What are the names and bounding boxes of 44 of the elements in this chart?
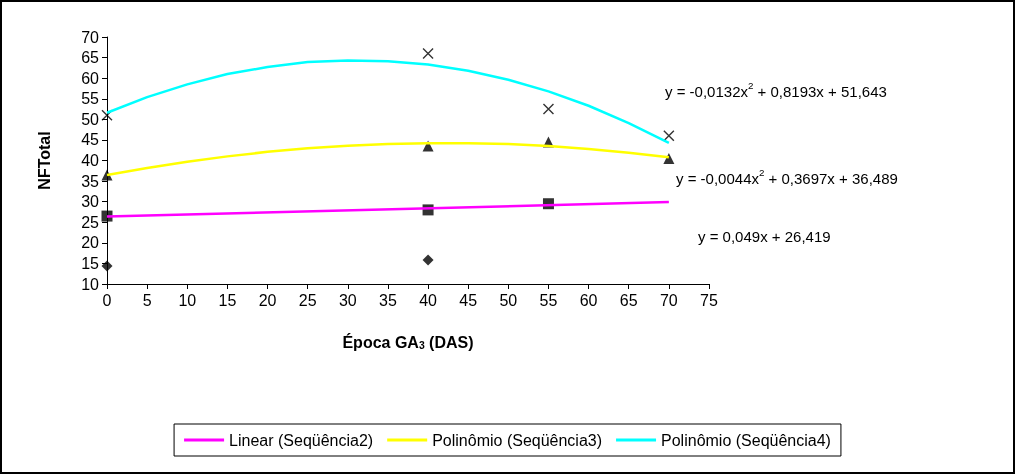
y-tick-label: 15 bbox=[81, 254, 100, 272]
y-tick-label: 55 bbox=[81, 90, 100, 108]
annotation: y = 0,049x + 26,419 bbox=[698, 228, 831, 245]
line-series bbox=[105, 59, 671, 145]
y-tick-label: 25 bbox=[81, 213, 100, 231]
x-tick-label: 40 bbox=[419, 291, 438, 309]
y-tick-label: 70 bbox=[81, 28, 100, 46]
x-tick-label: 75 bbox=[700, 291, 718, 309]
point bbox=[663, 152, 675, 164]
point bbox=[542, 103, 555, 115]
x-tick-label: 60 bbox=[579, 291, 598, 309]
x-tick-label: 50 bbox=[499, 291, 518, 309]
y-tick-label: 50 bbox=[81, 110, 100, 128]
x-tick-label: 30 bbox=[338, 291, 357, 309]
x-tick-label: 45 bbox=[459, 291, 478, 309]
y-tick-label: 10 bbox=[81, 275, 100, 293]
x-tick-label: 10 bbox=[178, 291, 197, 309]
y-tick-label: 40 bbox=[81, 152, 100, 169]
y-tick-label: 30 bbox=[81, 193, 100, 211]
x-tick-label: 0 bbox=[102, 291, 112, 309]
x-tick-label: 35 bbox=[379, 291, 397, 309]
legend-label: Polinômio (Seqüência3) bbox=[432, 431, 603, 449]
y-tick-label: 65 bbox=[81, 49, 100, 67]
x-tick-label: 65 bbox=[619, 291, 638, 309]
x-tick-label: 70 bbox=[659, 291, 678, 309]
y-tick-label: 60 bbox=[81, 69, 100, 87]
point bbox=[101, 260, 113, 272]
legend-label: Polinômio (Seqüência4) bbox=[661, 431, 831, 449]
x-tick-label: 20 bbox=[258, 291, 277, 309]
x-tick-label: 55 bbox=[539, 291, 558, 309]
point bbox=[663, 130, 675, 142]
point bbox=[422, 140, 434, 152]
x-axis-title: Época GA3 (DAS) bbox=[342, 332, 474, 351]
legend-label: Linear (Seqüência2) bbox=[229, 431, 374, 449]
point bbox=[422, 47, 434, 60]
y-tick-label: 45 bbox=[81, 131, 100, 149]
x-tick-label: 5 bbox=[142, 291, 152, 309]
x-tick-label: 15 bbox=[218, 291, 237, 309]
point bbox=[422, 254, 434, 266]
y-axis-title: NFTotal bbox=[35, 131, 53, 190]
point bbox=[101, 109, 113, 121]
x-tick-label: 25 bbox=[298, 291, 317, 309]
y-tick-label: 20 bbox=[81, 234, 100, 252]
y-tick-label: 35 bbox=[81, 172, 100, 190]
